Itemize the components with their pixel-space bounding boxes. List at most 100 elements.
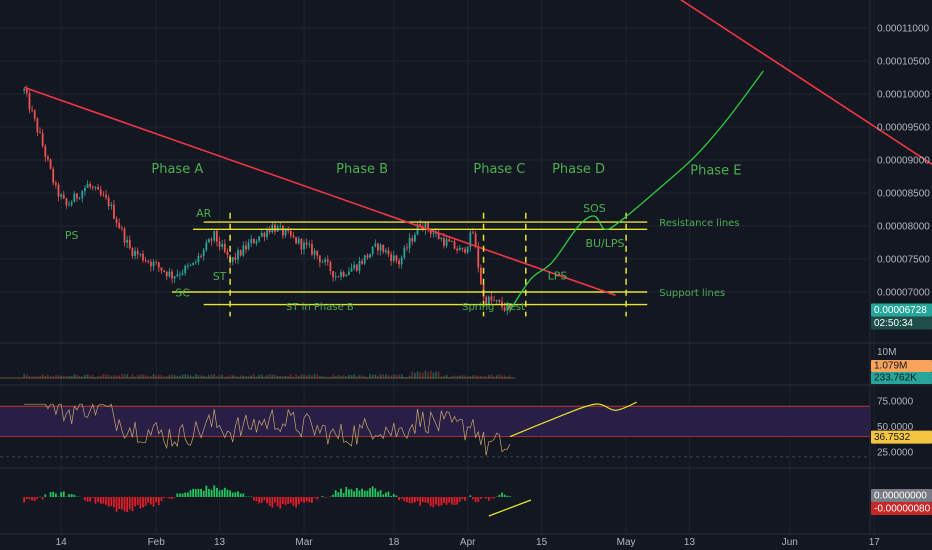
volume-bar (65, 375, 68, 378)
volume-bar (102, 374, 105, 378)
histogram-bar (453, 497, 456, 506)
histogram-bar (366, 490, 369, 497)
volume-bar (466, 376, 469, 378)
histogram-bar (337, 492, 340, 497)
volume-bar (353, 374, 355, 378)
volume-bar (332, 374, 334, 378)
histogram-bar (334, 490, 337, 497)
candle-body (78, 198, 81, 200)
trend-line (679, 0, 932, 166)
candle-body (237, 250, 239, 260)
volume-bar (271, 374, 274, 378)
candle-body (97, 186, 99, 190)
volume-bar (92, 374, 94, 378)
histogram-bar (308, 497, 311, 503)
histogram-bar (115, 497, 118, 512)
candle-body (440, 238, 443, 240)
candle-body (168, 271, 171, 277)
candle-body (458, 247, 461, 251)
time-axis-label: Jun (782, 537, 798, 548)
histogram-bar (300, 497, 303, 502)
phase-label: Phase B (336, 162, 388, 177)
candle-body (384, 250, 387, 253)
histogram-bar (62, 491, 65, 497)
volume-bar (26, 374, 28, 378)
volume-bar (282, 375, 284, 378)
histogram-bar (31, 497, 33, 501)
volume-bar (268, 374, 271, 378)
candle-body (184, 265, 187, 274)
histogram-bar (197, 488, 200, 497)
histogram-bar (358, 490, 361, 497)
histogram-bar (179, 493, 181, 497)
candle-body (374, 243, 377, 247)
phase-label: Phase A (151, 162, 203, 177)
volume-bar (432, 372, 435, 378)
volume-bar (229, 375, 231, 378)
histogram-bar (472, 497, 474, 500)
candle-body (252, 239, 255, 244)
histogram-bar (490, 497, 493, 499)
volume-bar (158, 374, 160, 378)
volume-bar (461, 374, 464, 378)
candle-body (226, 251, 229, 255)
volume-bar (369, 374, 371, 378)
candle-body (208, 239, 210, 243)
candle-body (469, 232, 472, 248)
candle-body (369, 253, 371, 258)
volume-bar (36, 376, 39, 378)
candle-body (379, 244, 382, 251)
histogram-bar (408, 497, 411, 504)
candle-body (263, 232, 266, 238)
volume-bar (118, 375, 121, 378)
event-label: LPS (548, 269, 568, 282)
volume-bar (73, 374, 76, 378)
volume-bar (155, 375, 157, 378)
candle-body (150, 261, 152, 267)
histogram-bar (480, 497, 482, 499)
volume-bar (345, 376, 348, 378)
candle-body (73, 193, 76, 203)
volume-bar (498, 374, 501, 378)
volume-bar (173, 375, 176, 378)
histogram-bar (168, 497, 171, 499)
volume-bar (366, 376, 369, 378)
phase-label: Phase C (473, 162, 525, 177)
volume-badge-bg (871, 360, 932, 372)
histogram-bar (252, 497, 255, 501)
histogram-bar (456, 497, 459, 505)
histogram-bar (305, 497, 308, 502)
volume-bar (47, 374, 49, 378)
candle-body (260, 232, 263, 237)
histogram-bar (89, 497, 92, 502)
volume-bar (350, 375, 353, 378)
volume-bar (123, 374, 126, 378)
volume-bar (31, 376, 33, 378)
candle-body (94, 186, 97, 188)
histogram-bar (289, 497, 292, 504)
rsi-value-badge-text: 36.7532 (874, 432, 911, 443)
histogram-bar (464, 497, 466, 501)
candle-body (392, 255, 395, 262)
histogram-bar (398, 497, 400, 501)
candle-body (247, 242, 250, 250)
candle-body (250, 239, 253, 243)
volume-bar (448, 376, 451, 378)
axes[interactable]: 0.00011000 0.00010500 0.00010000 0.00009500… (56, 24, 932, 549)
histogram-bar (139, 497, 142, 509)
candle-body (274, 224, 276, 232)
volume-bar (144, 375, 147, 378)
time-axis-label: 17 (869, 537, 881, 548)
time-axis-label: 18 (388, 537, 400, 548)
histogram-bar (173, 497, 176, 498)
candle-body (266, 230, 268, 238)
candle-body (487, 296, 490, 305)
histogram-bar (348, 489, 350, 497)
histogram-bar (313, 497, 316, 498)
volume-bar (408, 375, 411, 378)
candle-body (160, 267, 163, 271)
volume-bar (363, 376, 366, 378)
volume-bar (456, 376, 458, 378)
time-axis-label: May (617, 537, 636, 548)
histogram-bar (392, 493, 395, 497)
